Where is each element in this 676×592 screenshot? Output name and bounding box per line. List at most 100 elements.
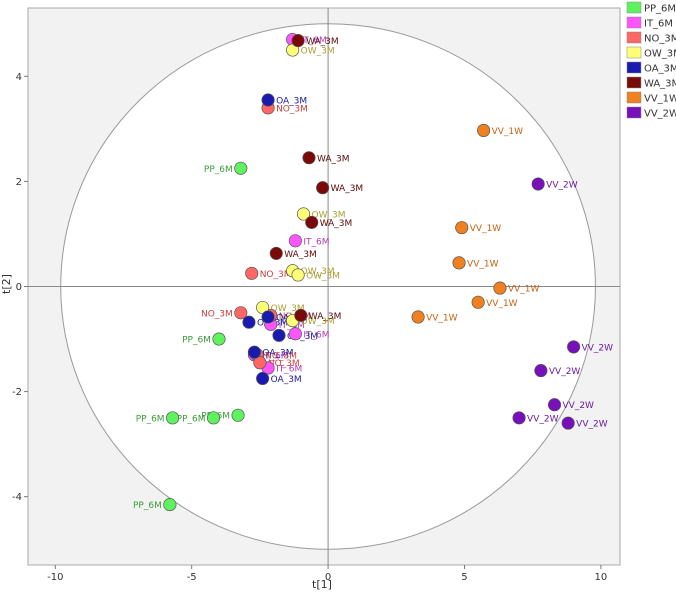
data-point [288, 234, 302, 248]
data-point [261, 310, 275, 324]
legend-entry: IT_6M [644, 19, 673, 30]
data-point [411, 310, 425, 324]
point-label: PP_6M [177, 414, 206, 424]
point-label: VV_1W [508, 285, 540, 295]
point-label: VV_1W [492, 127, 524, 137]
data-point [212, 332, 226, 346]
point-label: WA_3M [320, 219, 353, 229]
point-label: IT_6M [262, 351, 288, 361]
legend-entry: OW_3M [644, 49, 676, 60]
data-point [288, 327, 302, 341]
data-point [316, 181, 330, 195]
point-label: WA_3M [331, 184, 364, 194]
point-label: IT_6M [301, 36, 327, 46]
point-label: WA_3M [317, 154, 350, 164]
legend-swatch [626, 76, 642, 89]
point-label: PP_6M [133, 501, 162, 511]
point-label: OA_3M [276, 96, 307, 106]
x-axis-title: t[1] [312, 578, 332, 591]
legend-entry: PP_6M [644, 4, 676, 15]
data-point [231, 408, 245, 422]
legend-swatch [626, 31, 642, 44]
point-label: VV_2W [527, 414, 559, 424]
legend-entry: VV_2W [644, 109, 676, 120]
data-point [547, 398, 562, 412]
data-point [163, 498, 177, 512]
data-point [234, 306, 248, 320]
point-label: NO_3M [260, 270, 292, 280]
point-label: OW_3M [306, 271, 340, 281]
data-point [234, 161, 248, 175]
point-label: IT_6M [276, 364, 302, 374]
y-tick-label: 4 [16, 72, 22, 83]
point-label: VV_1W [426, 313, 458, 323]
data-point [261, 93, 275, 107]
point-label: VV_2W [576, 420, 608, 430]
data-point [206, 411, 221, 425]
data-point [452, 256, 466, 270]
legend-swatch [626, 46, 642, 59]
point-label: OW_3M [301, 267, 335, 277]
point-label: OW_3M [301, 317, 335, 327]
data-point [291, 268, 305, 282]
point-label: WA_3M [306, 37, 339, 47]
point-label: VV_2W [563, 401, 595, 411]
legend-entry: VV_1W [644, 94, 676, 105]
legend-entry: OA_3M [644, 64, 676, 75]
y-tick-label: -2 [12, 387, 22, 398]
data-point [455, 221, 469, 235]
x-tick-label: 5 [461, 572, 467, 583]
legend-entry: NO_3M [644, 34, 676, 45]
y-axis-title: t[2] [0, 274, 13, 294]
data-point [305, 215, 319, 229]
x-tick-label: -10 [47, 572, 63, 583]
y-tick-label: -4 [12, 492, 22, 503]
point-label: WA_3M [284, 250, 317, 260]
point-label: NO_3M [268, 359, 300, 369]
legend-swatch [626, 106, 642, 119]
data-point [477, 123, 491, 137]
point-label: IT_6M [303, 237, 329, 247]
data-point [567, 340, 581, 354]
data-point [296, 207, 311, 221]
point-label: IT_6M [303, 330, 329, 340]
y-tick-label: 0 [16, 282, 22, 293]
data-point [302, 151, 316, 165]
point-label: OA_3M [287, 332, 318, 342]
legend-swatch [626, 91, 642, 104]
data-point [561, 416, 575, 430]
point-label: PP_6M [204, 165, 233, 175]
point-label: WA_3M [309, 312, 342, 322]
point-label: VV_1W [486, 299, 518, 309]
point-label: OA_3M [262, 349, 293, 359]
data-point [269, 246, 283, 260]
x-tick-label: 10 [595, 572, 608, 583]
data-point [531, 177, 545, 191]
y-tick-label: 2 [16, 177, 22, 188]
data-point [534, 364, 548, 378]
point-label: NO_3M [201, 309, 233, 319]
data-point [166, 411, 180, 425]
point-label: OA_3M [271, 375, 302, 385]
point-label: NO_3M [276, 104, 308, 114]
point-label: OW_3M [312, 210, 346, 220]
legend-entry: WA_3M [644, 79, 676, 90]
point-label: PP_6M [182, 336, 211, 346]
point-label: VV_1W [467, 259, 499, 269]
data-point [493, 281, 507, 295]
legend-swatch [626, 16, 642, 29]
point-label: PP_6M [136, 414, 165, 424]
data-point [272, 328, 286, 342]
point-label: OW_3M [301, 47, 335, 57]
point-label: OW_3M [271, 304, 305, 314]
x-tick-label: -5 [187, 572, 197, 583]
data-point [242, 315, 256, 329]
point-label: VV_2W [582, 343, 614, 353]
data-point [245, 266, 259, 280]
data-point [471, 295, 485, 309]
legend-swatch [626, 1, 642, 14]
legend-swatch [626, 61, 642, 74]
point-label: VV_2W [549, 367, 581, 377]
data-point [256, 371, 270, 386]
